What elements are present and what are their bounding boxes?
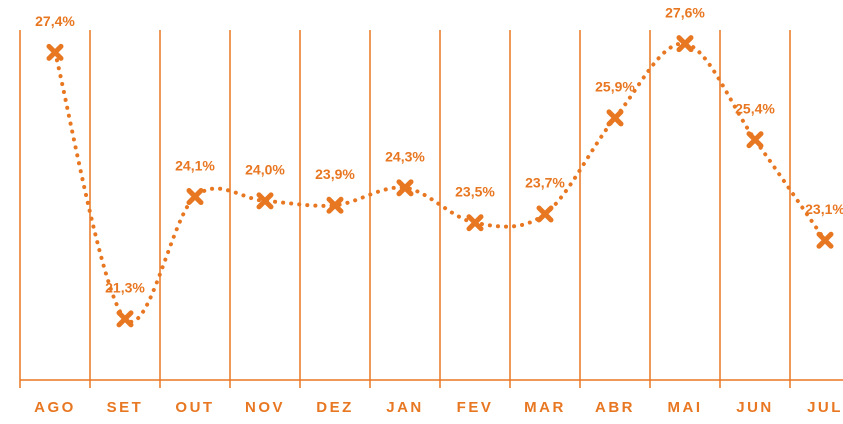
marker	[396, 179, 414, 197]
line	[53, 41, 827, 324]
x-tick-label: NOV	[245, 399, 285, 416]
x-tick-label: FEV	[457, 399, 494, 416]
value-label: 24,1%	[175, 157, 215, 173]
value-label: 24,0%	[245, 162, 285, 178]
marker	[536, 205, 554, 223]
x-tick-label: JUN	[736, 399, 774, 416]
x-tick-label: AGO	[34, 399, 76, 416]
marker	[746, 131, 764, 149]
x-tick-label: ABR	[595, 399, 635, 416]
marker	[46, 43, 64, 61]
x-tick-label: MAR	[524, 399, 566, 416]
x-tick-label: JAN	[386, 399, 424, 416]
x-tick-label: OUT	[175, 399, 214, 416]
value-label: 25,9%	[595, 79, 635, 95]
marker	[186, 188, 204, 206]
marker	[256, 192, 274, 210]
value-label: 25,4%	[735, 100, 775, 116]
marker	[326, 196, 344, 214]
value-label: 23,7%	[525, 175, 565, 191]
x-tick-label: MAI	[668, 399, 703, 416]
x-tick-label: DEZ	[316, 399, 354, 416]
marker	[816, 231, 834, 249]
marker	[116, 310, 134, 328]
value-label: 23,1%	[805, 201, 843, 217]
value-label: 24,3%	[385, 149, 425, 165]
value-label: 23,9%	[315, 166, 355, 182]
value-label: 27,4%	[35, 13, 75, 29]
marker	[466, 214, 484, 232]
x-tick-label: JUL	[807, 399, 843, 416]
x-tick-label: SET	[107, 399, 144, 416]
value-label: 21,3%	[105, 280, 145, 296]
value-label: 23,5%	[455, 183, 495, 199]
value-label: 27,6%	[665, 4, 705, 20]
marker	[676, 35, 694, 53]
marker	[606, 109, 624, 127]
